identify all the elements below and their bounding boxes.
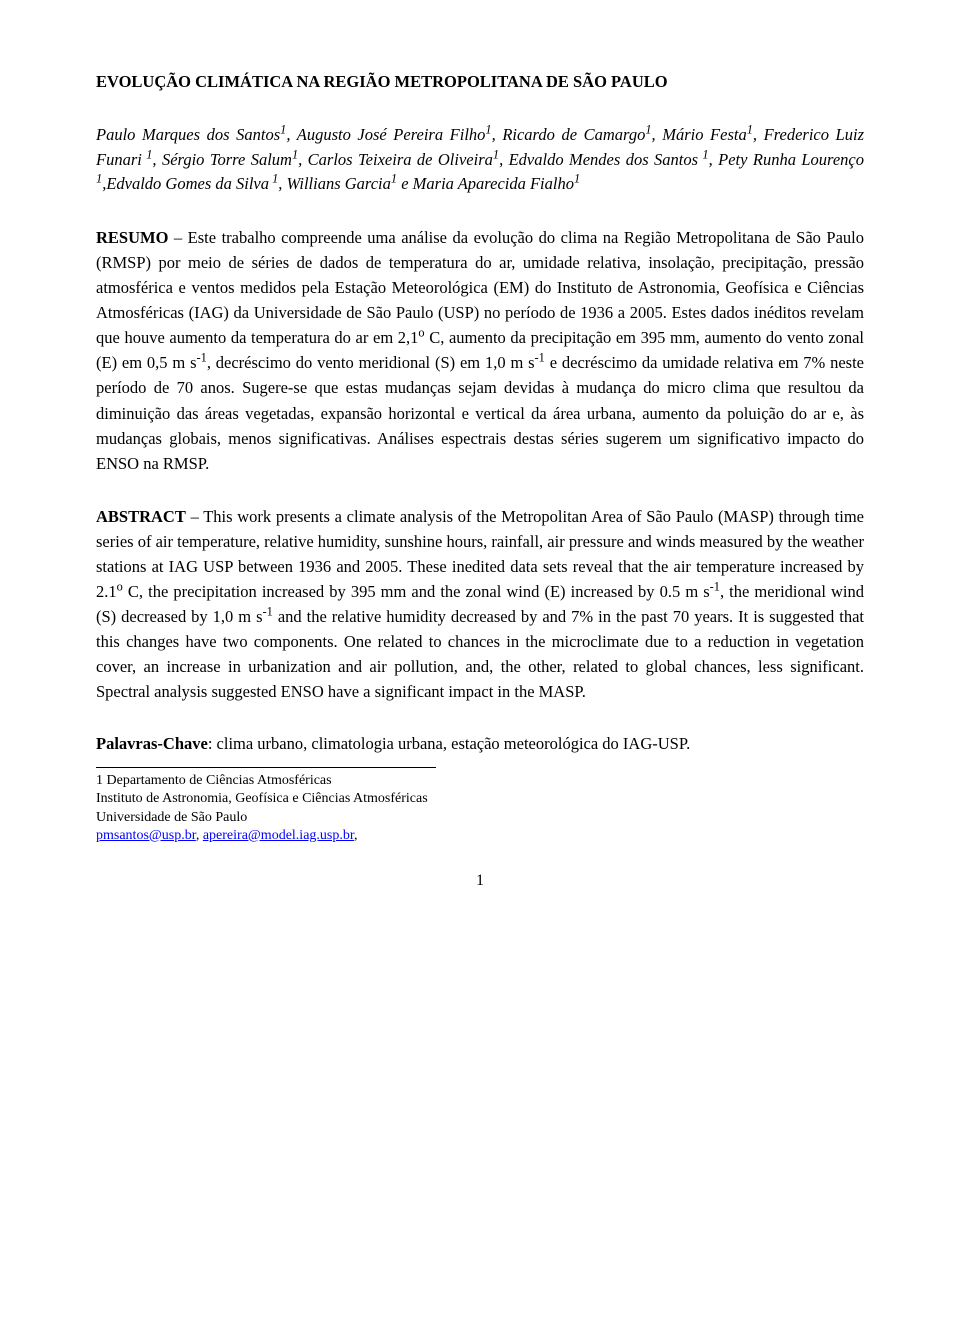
page-number: 1 bbox=[96, 869, 864, 893]
footnote-email-sep: , bbox=[196, 828, 203, 843]
abstract-section: ABSTRACT – This work presents a climate … bbox=[96, 504, 864, 705]
resumo-text: – Este trabalho compreende uma análise d… bbox=[96, 228, 864, 473]
footnote-line-1: 1 Departamento de Ciências Atmosféricas bbox=[96, 772, 864, 790]
abstract-text: – This work presents a climate analysis … bbox=[96, 507, 864, 702]
keywords-section: Palavras-Chave: clima urbano, climatolog… bbox=[96, 732, 864, 757]
keywords-text: : clima urbano, climatologia urbana, est… bbox=[208, 734, 690, 753]
footnote-line-3: Universidade de São Paulo bbox=[96, 809, 864, 827]
footnote-emails: pmsantos@usp.br, apereira@model.iag.usp.… bbox=[96, 827, 864, 845]
footnote-email-link-1[interactable]: pmsantos@usp.br bbox=[96, 828, 196, 843]
footnote-block: 1 Departamento de Ciências Atmosféricas … bbox=[96, 772, 864, 845]
resumo-section: RESUMO – Este trabalho compreende uma an… bbox=[96, 225, 864, 476]
keywords-label: Palavras-Chave bbox=[96, 734, 208, 753]
footnote-trailing: , bbox=[354, 828, 358, 843]
abstract-label: ABSTRACT bbox=[96, 507, 186, 526]
paper-title: EVOLUÇÃO CLIMÁTICA NA REGIÃO METROPOLITA… bbox=[96, 70, 864, 95]
footnote-email-link-2[interactable]: apereira@model.iag.usp.br bbox=[203, 828, 354, 843]
footnote-separator bbox=[96, 767, 436, 768]
authors-block: Paulo Marques dos Santos1, Augusto José … bbox=[96, 123, 864, 197]
footnote-line-2: Instituto de Astronomia, Geofísica e Ciê… bbox=[96, 790, 864, 808]
resumo-label: RESUMO bbox=[96, 228, 168, 247]
page-container: EVOLUÇÃO CLIMÁTICA NA REGIÃO METROPOLITA… bbox=[0, 0, 960, 923]
